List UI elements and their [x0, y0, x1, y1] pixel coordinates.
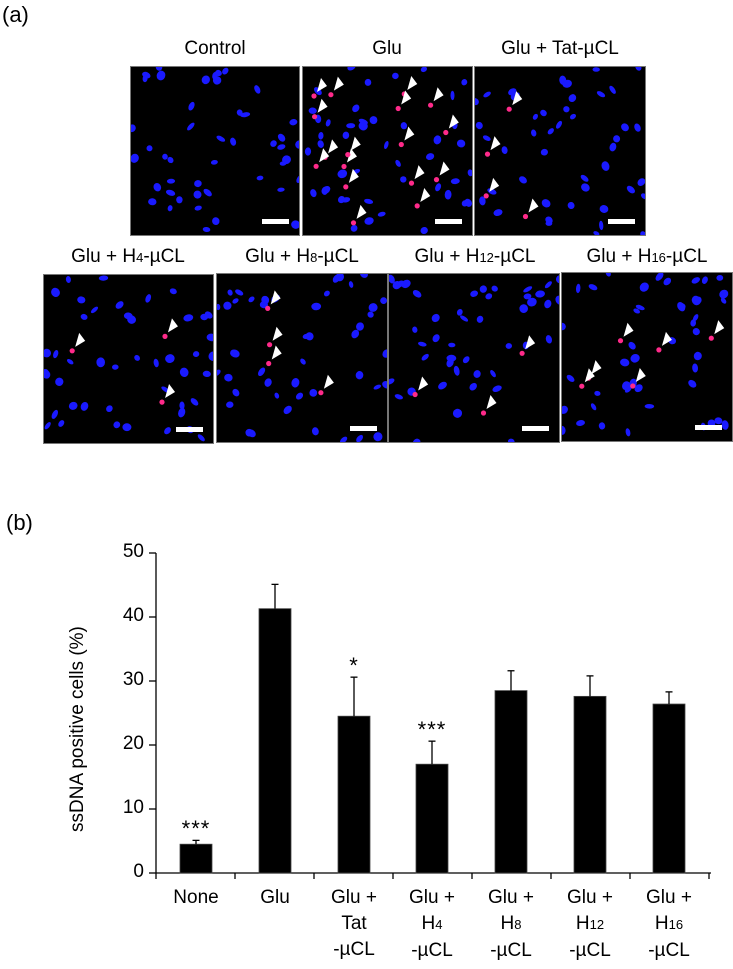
arrowhead-icon [319, 148, 330, 163]
arrowhead-icon [420, 187, 431, 202]
y-tick-label: 50 [122, 541, 144, 562]
panel-a-label: (a) [2, 2, 29, 27]
arrowhead-icon [528, 198, 539, 213]
arrowhead-icon [348, 168, 359, 183]
scale-bar [350, 426, 377, 431]
y-tick-label: 30 [122, 669, 144, 690]
image-title-control: Control [184, 38, 246, 59]
arrowhead-icon [271, 345, 282, 360]
micrograph-tat [474, 66, 646, 236]
arrowhead-icon [333, 76, 344, 91]
arrowhead-icon [316, 78, 327, 93]
significance-marker: *** [181, 816, 211, 842]
x-category-label: Glu + H8 -µCL [488, 887, 534, 961]
image-title-h12: Glu + H12-µCL [414, 246, 536, 267]
micrograph-h4 [43, 274, 214, 444]
arrowhead-icon [401, 90, 412, 105]
arrowhead-icon [270, 290, 281, 305]
image-title-glu: Glu [372, 38, 402, 59]
arrowhead-icon [418, 376, 429, 391]
bar [258, 608, 292, 874]
y-tick-label: 20 [122, 733, 144, 754]
scale-bar [176, 427, 203, 432]
image-title-h8: Glu + H8-µCL [245, 246, 359, 267]
arrowhead-icon [346, 148, 357, 163]
scale-bar [262, 219, 289, 224]
scale-bar [522, 426, 549, 431]
arrowhead-icon [584, 368, 595, 383]
arrowhead-icon [512, 91, 523, 106]
arrowhead-icon [414, 165, 425, 180]
arrowhead-icon [75, 332, 86, 347]
arrowhead-icon [714, 320, 725, 335]
bar [652, 703, 686, 874]
arrowhead-icon [448, 114, 459, 129]
significance-marker: * [349, 653, 359, 679]
x-category-label: Glu + H12 -µCL [567, 887, 613, 961]
image-title-h16: Glu + H16-µCL [586, 246, 708, 267]
arrowhead-icon [525, 335, 536, 350]
arrowhead-icon [661, 331, 672, 346]
arrowhead-icon [623, 322, 634, 337]
micrograph-h8 [216, 273, 388, 443]
micrograph-glu [302, 66, 473, 236]
micrograph-control [130, 66, 300, 236]
arrowhead-icon [489, 177, 500, 192]
x-category-label: Glu + Tat -µCL [331, 887, 377, 960]
y-tick-label: 10 [122, 797, 144, 818]
arrowhead-icon [167, 318, 178, 333]
panel-b-label: (b) [6, 510, 33, 535]
x-category-label: Glu [260, 887, 290, 908]
micrograph-h16 [561, 272, 733, 442]
arrowhead-icon [407, 76, 418, 91]
bar [337, 715, 371, 874]
y-tick-label: 40 [122, 605, 144, 626]
micrograph-h12 [388, 273, 560, 443]
arrowhead-icon [328, 139, 339, 154]
image-title-h4: Glu + H4-µCL [71, 246, 185, 267]
bar [179, 843, 213, 874]
arrowhead-icon [635, 368, 646, 383]
scale-bar [608, 219, 635, 224]
arrowhead-icon [356, 204, 367, 219]
scale-bar [695, 425, 722, 430]
arrowhead-icon [404, 126, 415, 141]
y-tick-label: 0 [133, 861, 144, 882]
x-category-label: Glu + H16 -µCL [646, 887, 692, 961]
arrowhead-icon [165, 384, 176, 399]
arrowhead-icon [272, 326, 283, 341]
y-axis-label: ssDNA positive cells (%) [67, 626, 88, 832]
image-title-tat: Glu + Tat-µCL [501, 38, 619, 59]
arrowhead-icon [433, 87, 444, 102]
arrowhead-icon [591, 360, 602, 375]
bar [415, 763, 449, 874]
x-category-label: None [173, 887, 219, 908]
arrowhead-icon [486, 395, 497, 410]
bar [494, 690, 528, 874]
significance-marker: *** [417, 717, 447, 743]
scale-bar [435, 219, 462, 224]
arrowhead-icon [350, 136, 361, 151]
arrowhead-icon [490, 136, 501, 151]
arrowhead-icon [323, 374, 334, 389]
bar [573, 695, 607, 874]
arrowhead-icon [439, 161, 450, 176]
arrowhead-icon [317, 98, 328, 113]
x-category-label: Glu + H4 -µCL [409, 887, 455, 961]
